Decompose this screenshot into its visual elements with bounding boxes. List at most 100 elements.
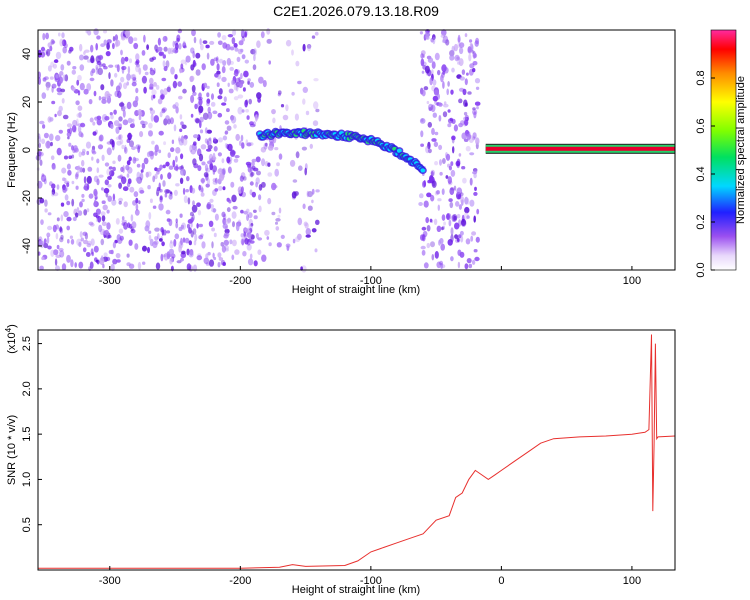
noise-blob-0-557 <box>178 95 183 100</box>
noise-blob-1-15 <box>272 117 276 124</box>
noise-blob-2-86 <box>473 249 478 253</box>
noise-blob-0-394 <box>207 144 213 150</box>
noise-blob-0-451 <box>231 211 237 219</box>
noise-blob-0-615 <box>191 204 198 213</box>
noise-blob-0-860 <box>97 67 103 76</box>
noise-blob-0-992 <box>221 76 227 83</box>
noise-blob-0-272 <box>40 46 46 52</box>
noise-blob-0-471 <box>57 110 62 117</box>
noise-blob-2-15 <box>465 145 471 152</box>
noise-blob-0-94 <box>223 96 227 103</box>
noise-blob-0-670 <box>117 91 122 99</box>
noise-blob-0-672 <box>176 260 182 264</box>
noise-blob-0-606 <box>78 241 82 248</box>
noise-blob-0-1084 <box>239 175 244 182</box>
noise-blob-0-217 <box>126 133 133 138</box>
noise-blob-0-327 <box>83 55 89 60</box>
noise-blob-0-266 <box>222 217 227 225</box>
noise-blob-0-139 <box>38 142 41 149</box>
noise-blob-1-104 <box>263 142 268 150</box>
noise-blob-0-657 <box>60 214 64 222</box>
noise-blob-0-782 <box>212 180 218 185</box>
noise-blob-0-154 <box>43 132 49 139</box>
noise-blob-2-124 <box>469 39 473 43</box>
noise-blob-0-850 <box>82 247 87 253</box>
noise-blob-0-434 <box>190 113 194 118</box>
noise-blob-0-524 <box>218 257 224 261</box>
noise-blob-0-961 <box>245 228 248 234</box>
noise-blob-0-818 <box>114 72 118 78</box>
noise-blob-0-195 <box>224 228 230 234</box>
noise-blob-0-1078 <box>46 232 51 238</box>
noise-blob-0-1106 <box>71 198 75 207</box>
noise-blob-2-206 <box>464 263 469 270</box>
noise-blob-2-234 <box>472 51 477 59</box>
noise-blob-0-761 <box>175 164 179 172</box>
noise-blob-2-64 <box>469 152 475 156</box>
noise-blob-0-406 <box>182 88 187 94</box>
noise-blob-0-1012 <box>70 259 74 268</box>
noise-blob-0-730 <box>185 55 191 63</box>
noise-blob-0-872 <box>206 138 212 146</box>
noise-blob-0-856 <box>115 253 121 259</box>
noise-blob-0-457 <box>235 133 240 141</box>
snr-multiplier-exponent: 4 <box>4 327 13 332</box>
noise-blob-0-1049 <box>135 197 139 204</box>
noise-blob-1-81 <box>274 147 279 151</box>
noise-blob-0-671 <box>139 189 145 194</box>
noise-blob-0-639 <box>255 156 261 163</box>
noise-blob-0-243 <box>212 252 215 259</box>
colorbar-ticks: 0.0 0.2 0.4 0.6 0.8 <box>695 70 715 278</box>
noise-blob-2-286 <box>463 99 468 107</box>
noise-blob-1-74 <box>278 153 283 160</box>
noise-blob-0-781 <box>71 145 74 151</box>
noise-blob-0-802 <box>101 215 106 222</box>
noise-blob-0-556 <box>223 239 229 246</box>
noise-blob-0-90 <box>56 147 62 156</box>
noise-blob-0-861 <box>142 64 148 71</box>
noise-blob-1-14 <box>309 143 313 149</box>
noise-blob-0-481 <box>193 141 197 146</box>
noise-blob-0-732 <box>172 159 176 168</box>
noise-blob-0-509 <box>167 172 172 180</box>
noise-blob-2-262 <box>437 69 441 76</box>
noise-blob-0-18 <box>209 204 215 209</box>
noise-blob-0-1086 <box>159 195 163 201</box>
noise-blob-1-34 <box>315 219 320 225</box>
noise-blob-0-1102 <box>238 77 241 82</box>
noise-blob-0-923 <box>173 239 177 247</box>
noise-blob-0-918 <box>196 255 203 261</box>
noise-blob-0-1028 <box>152 94 156 99</box>
noise-blob-2-261 <box>469 43 473 47</box>
noise-blob-0-335 <box>183 135 188 140</box>
snr-y-multiplier: (x104) <box>4 324 18 354</box>
noise-blob-0-146 <box>60 64 65 71</box>
noise-blob-0-839 <box>118 134 123 140</box>
noise-blob-2-248 <box>475 137 480 145</box>
cb-tick-label-0: 0.0 <box>695 262 707 277</box>
noise-blob-0-409 <box>248 98 252 105</box>
x-tick-label-2: -100 <box>360 275 382 287</box>
noise-blob-0-701 <box>221 211 226 218</box>
noise-blob-2-199 <box>436 190 440 195</box>
noise-blob-0-1058 <box>152 175 156 183</box>
noise-blob-0-945 <box>232 80 236 85</box>
noise-blob-0-910 <box>79 64 85 71</box>
noise-blob-2-172 <box>424 31 430 40</box>
noise-blob-0-286 <box>181 222 187 230</box>
noise-blob-1-37 <box>262 80 267 88</box>
noise-blob-0-576 <box>51 191 55 197</box>
noise-blob-0-549 <box>179 213 183 218</box>
noise-blob-0-125 <box>135 59 140 65</box>
noise-blob-2-237 <box>419 118 426 124</box>
noise-blob-0-563 <box>224 120 230 125</box>
noise-blob-0-68 <box>241 37 245 42</box>
noise-blob-0-630 <box>71 180 75 185</box>
noise-blob-0-511 <box>237 94 244 99</box>
noise-blob-2-254 <box>458 58 464 67</box>
noise-blob-0-703 <box>206 202 212 210</box>
noise-blob-0-280 <box>123 82 128 90</box>
noise-blob-2-204 <box>422 65 427 70</box>
noise-blob-0-491 <box>253 54 256 62</box>
noise-blob-0-609 <box>106 168 112 176</box>
